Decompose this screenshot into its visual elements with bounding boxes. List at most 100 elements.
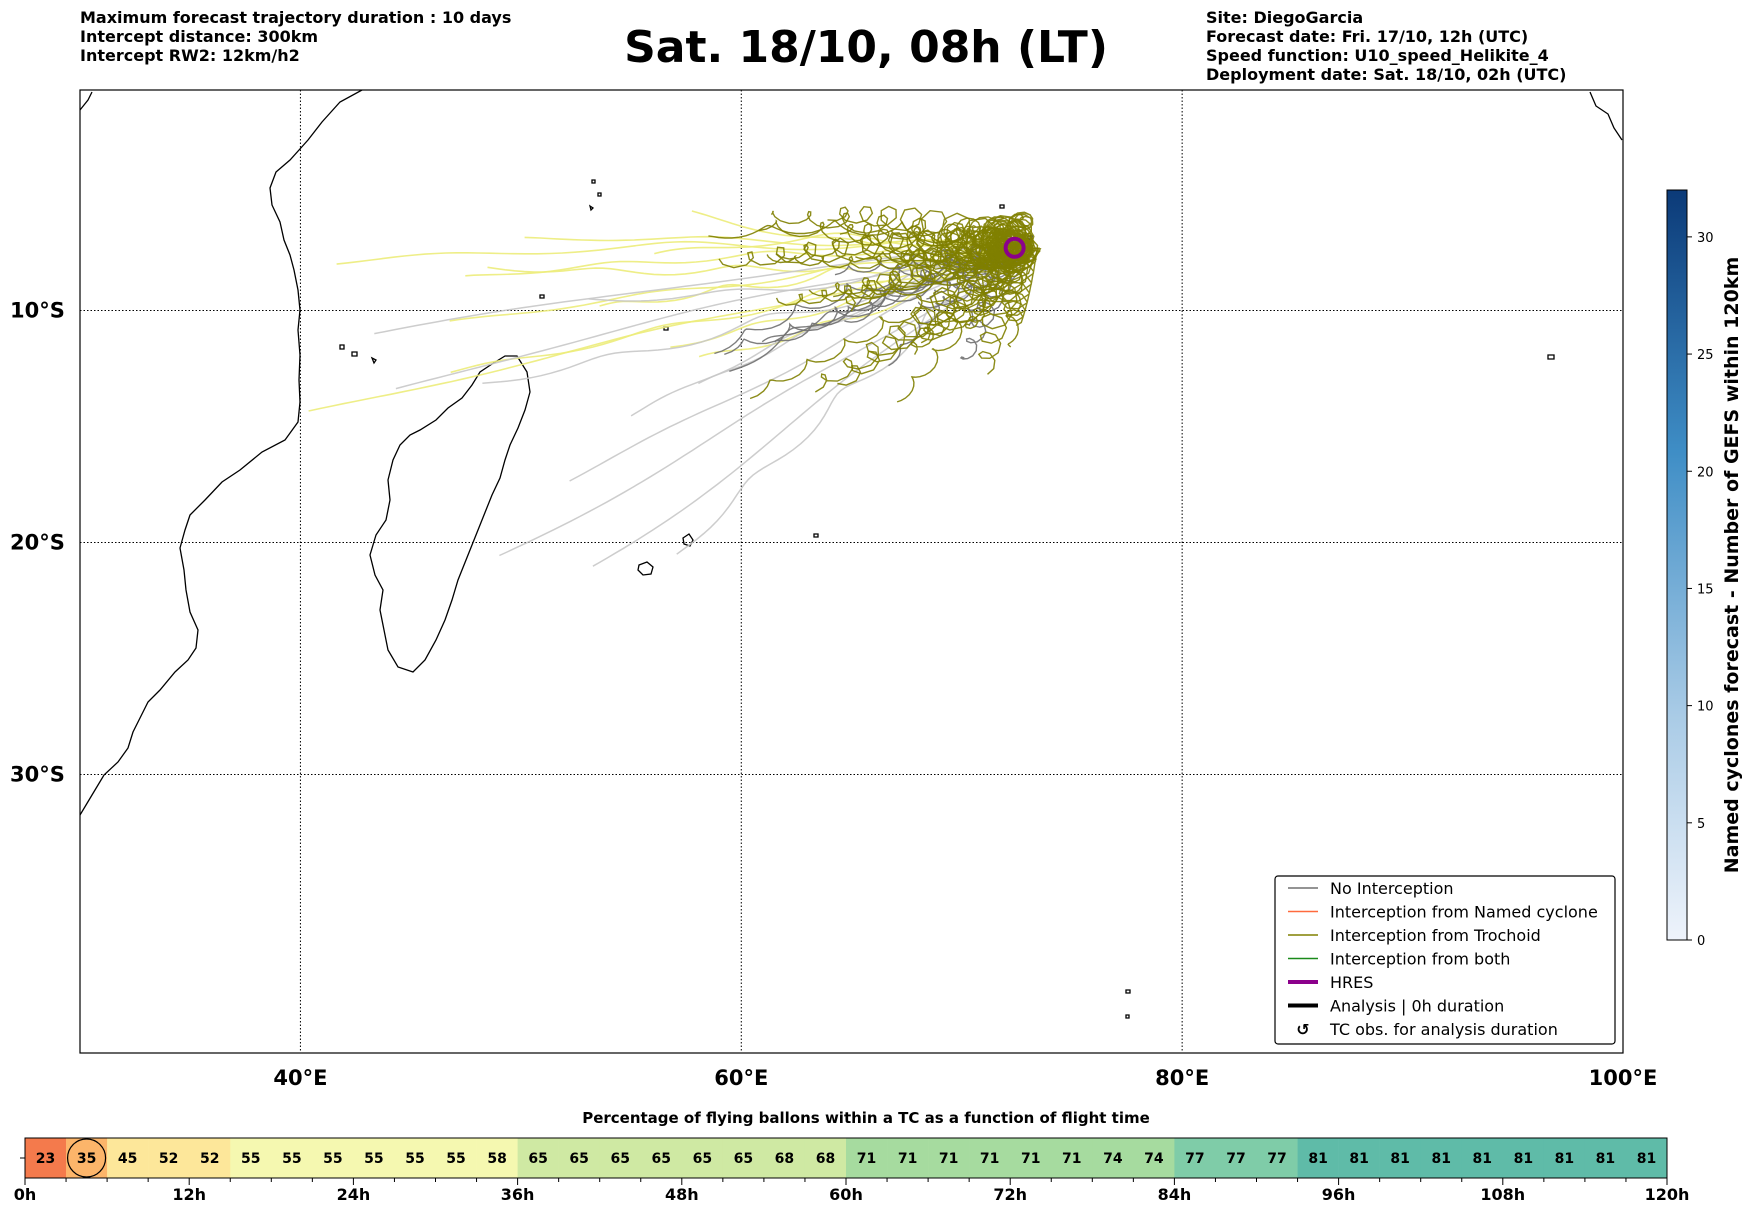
trajectory-forecast	[569, 247, 1016, 482]
percentage-cell	[887, 1138, 929, 1178]
arabia-coastline	[80, 91, 93, 111]
percentage-cell	[1256, 1138, 1298, 1178]
percentage-strip-title: Percentage of flying ballons within a TC…	[582, 1109, 1150, 1127]
percentage-cell	[517, 1138, 559, 1178]
trajectory-forecast	[395, 247, 1015, 390]
map-axis-ticks: 40°E 60°E 80°E 100°E 10°S 20°S 30°S	[10, 298, 1657, 1090]
lat-tick-label: 20°S	[10, 530, 65, 554]
percentage-value: 81	[1349, 1151, 1368, 1167]
madagascar-coastline	[369, 355, 531, 673]
current-time-marker	[66, 1138, 107, 1178]
percentage-value: 81	[1431, 1151, 1450, 1167]
percentage-value: 35	[77, 1151, 96, 1167]
time-tick-label: 96h	[1322, 1185, 1356, 1204]
percentage-value: 65	[734, 1151, 753, 1167]
trajectory-trochoid	[981, 214, 1038, 267]
trajectory-trochoid	[992, 231, 1039, 327]
percentage-cell	[1174, 1138, 1216, 1178]
time-tick-label: 108h	[1480, 1185, 1525, 1204]
percentage-value: 52	[200, 1151, 219, 1167]
lon-tick-label: 100°E	[1589, 1066, 1658, 1090]
percentage-cell	[1502, 1138, 1545, 1178]
percentage-value: 68	[775, 1151, 794, 1167]
percentage-value: 81	[1308, 1151, 1327, 1167]
time-tick-label: 72h	[993, 1185, 1027, 1204]
percentage-cell	[722, 1138, 765, 1178]
percentage-cell	[1420, 1138, 1463, 1178]
percentage-value: 81	[1390, 1151, 1409, 1167]
percentage-value: 55	[364, 1151, 383, 1167]
hres-trajectory	[1003, 236, 1026, 259]
time-tick-label: 84h	[1158, 1185, 1192, 1204]
header-left-line-1: Maximum forecast trajectory duration : 1…	[80, 8, 512, 27]
percentage-value: 77	[1185, 1151, 1204, 1167]
lat-tick-label: 10°S	[10, 298, 65, 322]
percentage-cell	[1215, 1138, 1257, 1178]
percentage-cell	[1338, 1138, 1380, 1178]
colorbar-tick-label: 10	[1697, 700, 1714, 715]
percentage-value: 65	[610, 1151, 629, 1167]
percentage-cell	[476, 1138, 518, 1178]
colorbar-tick-label: 20	[1697, 465, 1714, 480]
percentage-value: 74	[1103, 1151, 1123, 1167]
map-content	[80, 90, 1623, 1053]
percentage-cell	[312, 1138, 354, 1178]
colorbar-tick-label: 15	[1697, 582, 1714, 597]
lon-tick-label: 40°E	[273, 1066, 327, 1090]
percentage-cell	[1379, 1138, 1421, 1178]
trajectory-trochoid	[827, 205, 1022, 268]
reunion-island	[637, 561, 654, 576]
header-right-line-1: Site: DiegoGarcia	[1206, 8, 1364, 27]
colorbar-tick-label: 30	[1697, 231, 1714, 246]
trajectory-trochoid	[749, 247, 1016, 400]
time-tick-label: 0h	[14, 1185, 37, 1204]
lon-tick-label: 60°E	[714, 1066, 768, 1090]
percentage-cell	[599, 1138, 642, 1178]
percentage-cell	[394, 1138, 436, 1178]
percentage-cell	[353, 1138, 395, 1178]
percentage-value: 81	[1637, 1151, 1656, 1167]
percentage-value: 65	[569, 1151, 588, 1167]
header-right-line-3: Speed function: U10_speed_Helikite_4	[1206, 46, 1549, 65]
rodrigues-island	[813, 533, 819, 538]
percentage-cell	[25, 1138, 67, 1178]
header-right-line-2: Forecast date: Fri. 17/10, 12h (UTC)	[1206, 27, 1529, 46]
percentage-value: 81	[1473, 1151, 1492, 1167]
tc-obs-icon: ↺	[1296, 1020, 1309, 1039]
percentage-value: 81	[1596, 1151, 1615, 1167]
percentage-cell	[1461, 1138, 1504, 1178]
header-left-line-2: Intercept distance: 300km	[80, 27, 319, 46]
trajectory-forecast	[308, 245, 1015, 412]
percentage-cell	[763, 1138, 806, 1178]
header-right: Site: DiegoGarcia Forecast date: Fri. 17…	[1206, 8, 1566, 84]
percentage-cell	[1297, 1138, 1339, 1178]
legend-label: Interception from Trochoid	[1330, 926, 1541, 945]
map-gridlines	[80, 90, 1623, 1053]
percentage-cell	[107, 1138, 149, 1178]
percentage-cell	[558, 1138, 600, 1178]
time-tick-label: 120h	[1645, 1185, 1690, 1204]
lat-tick-label: 30°S	[10, 763, 65, 787]
time-tick-label: 12h	[172, 1185, 206, 1204]
percentage-value: 55	[446, 1151, 465, 1167]
legend-label: Analysis | 0h duration	[1330, 997, 1504, 1016]
percentage-cell	[1051, 1138, 1093, 1178]
trajectory-trochoid	[718, 226, 1031, 269]
percentage-cell	[148, 1138, 190, 1178]
percentage-value: 45	[118, 1151, 137, 1167]
percentage-cell	[640, 1138, 683, 1178]
india-coastline	[1589, 91, 1623, 141]
percentage-value: 71	[1021, 1151, 1040, 1167]
trajectory-forecast	[630, 247, 1015, 417]
legend-label: No Interception	[1330, 879, 1454, 898]
colorbar-gradient	[1666, 189, 1688, 941]
percentage-value: 55	[323, 1151, 342, 1167]
trajectory-forecast	[676, 241, 1016, 555]
percentage-value: 23	[36, 1151, 55, 1167]
legend: No Interception Interception from Named c…	[1274, 875, 1616, 1045]
percentage-value: 74	[1144, 1151, 1164, 1167]
percentage-cell	[1010, 1138, 1052, 1178]
colorbar-tick-label: 25	[1697, 348, 1714, 363]
header-right-line-4: Deployment date: Sat. 18/10, 02h (UTC)	[1206, 65, 1567, 84]
